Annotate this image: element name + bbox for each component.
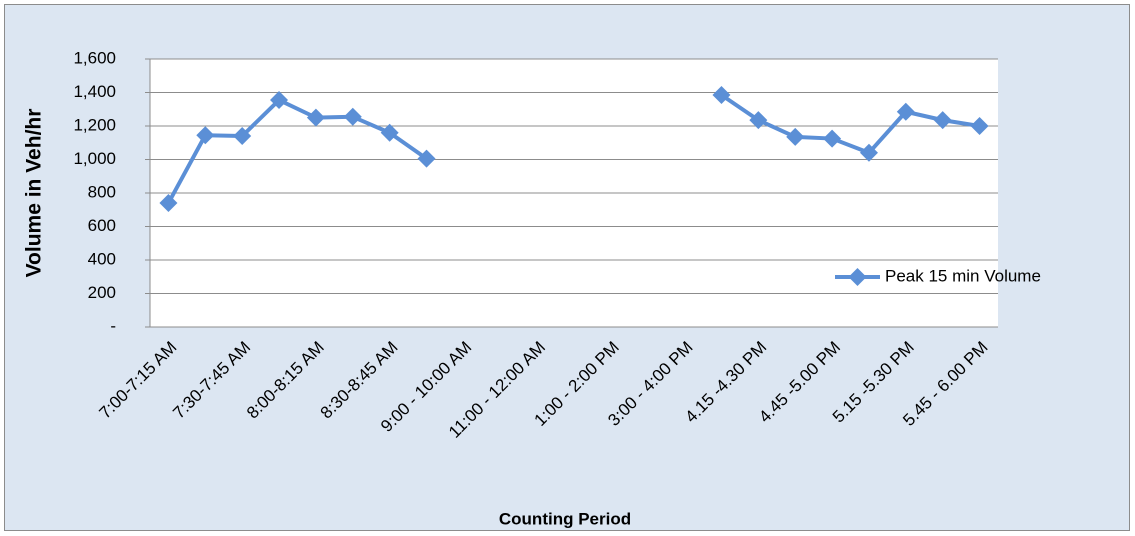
data-point (343, 107, 362, 126)
y-tick-label: 1,600 (73, 48, 116, 67)
y-tick-label: 600 (88, 216, 116, 235)
y-tick-label: 1,400 (73, 82, 116, 101)
data-point (859, 143, 878, 162)
data-point (417, 149, 436, 168)
data-point (306, 108, 325, 127)
y-tick-label: 200 (88, 283, 116, 302)
data-point (933, 111, 952, 130)
data-point (196, 126, 215, 145)
data-point (896, 102, 915, 121)
data-point (712, 86, 731, 105)
data-point (823, 129, 842, 148)
data-point (970, 117, 989, 135)
data-point (380, 123, 399, 142)
x-axis-title: Counting Period (499, 509, 631, 528)
y-tick-label: 800 (88, 182, 116, 201)
y-tick-label: - (110, 316, 116, 335)
data-point (749, 111, 768, 130)
y-tick-label: 400 (88, 249, 116, 268)
y-tick-label: 1,200 (73, 115, 116, 134)
data-point (233, 127, 252, 146)
data-point (270, 91, 289, 110)
legend-label: Peak 15 min Volume (885, 266, 1041, 285)
y-axis-title: Volume in Veh/hr (23, 109, 46, 278)
legend-marker (848, 268, 867, 286)
data-point (786, 127, 805, 146)
y-tick-label: 1,000 (73, 149, 116, 168)
data-point (159, 194, 178, 213)
